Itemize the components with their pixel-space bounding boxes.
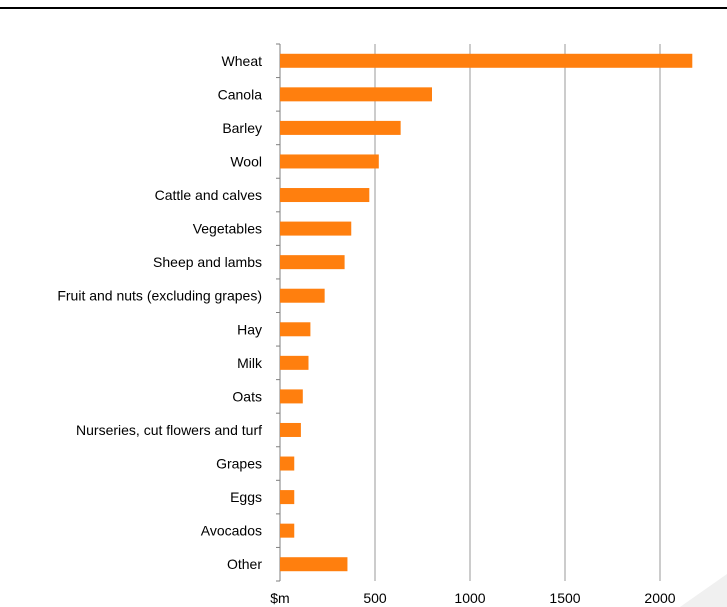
corner-decoration [680, 574, 727, 607]
bar [280, 355, 309, 370]
category-label: Vegetables [193, 221, 262, 237]
category-label: Grapes [216, 456, 262, 472]
category-label: Hay [237, 321, 262, 337]
gridlines [374, 44, 661, 581]
bar [280, 523, 295, 538]
bar [280, 188, 370, 203]
bar [280, 389, 303, 404]
bar [280, 422, 301, 437]
bar [280, 557, 348, 572]
bar [280, 288, 325, 303]
category-label: Other [227, 556, 262, 572]
top-rule [0, 7, 727, 9]
bar [280, 120, 401, 135]
x-tick-label: 500 [363, 590, 387, 606]
category-labels: Wheat Canola Barley Wool Cattle and calves Ve… [57, 53, 263, 572]
category-label: Fruit and nuts (excluding grapes) [57, 288, 262, 304]
x-tick-label: $m [270, 590, 289, 606]
x-tick-labels: $m 500 1000 1500 2000 [270, 590, 676, 606]
category-label: Nurseries, cut flowers and turf [76, 422, 262, 438]
x-tick-label: 1500 [549, 590, 580, 606]
bar [280, 87, 432, 102]
bar [280, 322, 311, 337]
category-label: Wheat [222, 53, 263, 69]
category-label: Oats [232, 388, 262, 404]
bar [280, 490, 295, 505]
bar [280, 456, 295, 471]
category-label: Barley [222, 120, 262, 136]
x-tick-label: 2000 [644, 590, 675, 606]
category-label: Wool [230, 153, 262, 169]
category-label: Cattle and calves [155, 187, 262, 203]
x-tick-label: 1000 [454, 590, 485, 606]
bar [280, 53, 693, 68]
category-label: Eggs [230, 489, 262, 505]
category-label: Avocados [201, 523, 262, 539]
bars [280, 53, 693, 572]
category-label: Canola [218, 86, 263, 102]
bar [280, 154, 379, 169]
category-label: Milk [237, 355, 263, 371]
category-label: Sheep and lambs [153, 254, 262, 270]
bar [280, 255, 345, 270]
bar [280, 221, 352, 236]
